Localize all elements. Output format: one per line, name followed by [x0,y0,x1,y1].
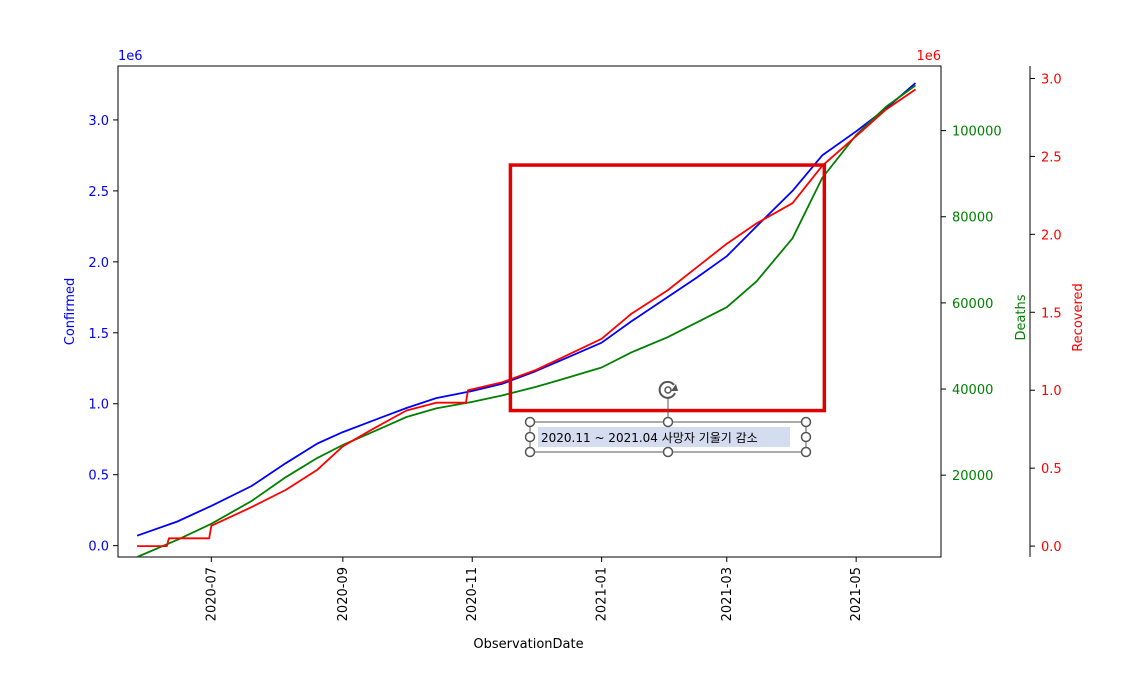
y-deaths-tick-label: 80000 [952,211,993,226]
series-line-deaths [136,84,917,558]
x-axis-label: ObservationDate [473,637,583,652]
y-left-tick-label: 0.5 [88,469,109,484]
rotate-center-icon [664,386,672,394]
x-tick-label: 2021-05 [849,567,864,621]
y-recovered-tick-label: 2.5 [1041,150,1062,165]
y-recovered-offset-text: 1e6 [916,49,941,64]
y-recovered-tick-label: 2.0 [1041,228,1062,243]
resize-handle[interactable] [524,446,536,458]
y-deaths-tick-label: 40000 [952,383,993,398]
rotate-arrow-icon [671,384,678,391]
y-left-tick-label: 1.0 [88,398,109,413]
x-tick-label: 2021-01 [595,567,610,621]
y-recovered-axis-label: Recovered [1071,283,1086,352]
annotation-text-highlight [538,427,790,447]
y-left-tick-label: 3.0 [88,114,109,129]
y-left-tick-label: 2.0 [88,256,109,271]
y-recovered-tick-label: 3.0 [1041,72,1062,87]
annotation-rectangle[interactable] [508,163,827,413]
resize-handle[interactable] [662,446,674,458]
x-tick-label: 2021-03 [720,567,735,621]
resize-handle[interactable] [662,416,674,428]
y-recovered-tick-label: 1.0 [1041,384,1062,399]
resize-handle[interactable] [800,446,812,458]
resize-handle[interactable] [524,431,536,443]
y-left-tick-label: 0.0 [88,540,109,555]
y-deaths-axis-label: Deaths [1014,294,1029,340]
y-recovered-tick-label: 1.5 [1041,306,1062,321]
y-left-tick-label: 1.5 [88,327,109,342]
series-line-recovered [137,88,917,547]
series-line-confirmed [136,82,917,537]
y-deaths-tick-label: 60000 [952,297,993,312]
plot-frame [117,65,942,558]
x-tick-label: 2020-07 [204,567,219,621]
resize-handle[interactable] [800,431,812,443]
y-deaths-tick-label: 100000 [952,125,1002,140]
y-left-tick-label: 2.5 [88,185,109,200]
resize-handle[interactable] [524,416,536,428]
y-left-axis-label: Confirmed [63,278,78,346]
y-left-offset-text: 1e6 [118,49,143,64]
y-deaths-tick-label: 20000 [952,469,993,484]
x-tick-label: 2020-11 [465,567,480,621]
resize-handle[interactable] [800,416,812,428]
x-tick-label: 2020-09 [336,567,351,621]
y-recovered-tick-label: 0.0 [1041,540,1062,555]
y-recovered-tick-label: 0.5 [1041,462,1062,477]
annotation-text[interactable]: 2020.11 ~ 2021.04 사망자 기울기 감소 [541,431,758,445]
rotate-handle-icon[interactable] [658,380,676,399]
